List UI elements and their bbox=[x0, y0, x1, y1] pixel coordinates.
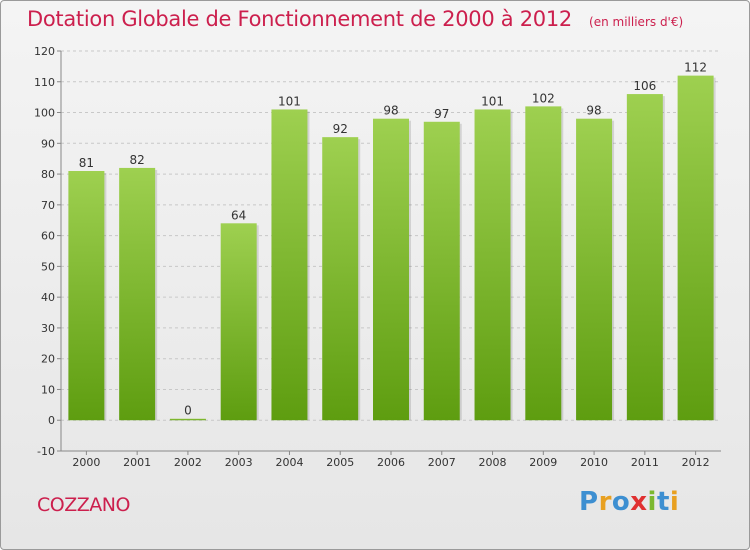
bar bbox=[220, 223, 257, 421]
y-tick-label: 60 bbox=[41, 230, 55, 243]
y-tick-label: 40 bbox=[41, 291, 55, 304]
x-tick-label: 2003 bbox=[225, 456, 253, 469]
x-tick-label: 2008 bbox=[479, 456, 507, 469]
bar bbox=[271, 109, 308, 421]
y-tick-label: 50 bbox=[41, 260, 55, 273]
data-label: 0 bbox=[184, 404, 192, 418]
x-tick-label: 2011 bbox=[631, 456, 659, 469]
bar-shadow bbox=[307, 111, 310, 421]
x-tick-label: 2001 bbox=[123, 456, 151, 469]
x-tick-label: 2012 bbox=[682, 456, 710, 469]
bar-shadow bbox=[510, 111, 513, 421]
bar-shadow bbox=[409, 120, 411, 421]
logo-letter: P bbox=[579, 487, 599, 517]
data-label: 102 bbox=[532, 91, 555, 105]
x-tick-label: 2000 bbox=[72, 456, 100, 469]
y-tick-label: 70 bbox=[41, 199, 55, 212]
logo-letter: i bbox=[647, 487, 657, 517]
data-label: 112 bbox=[684, 61, 707, 75]
bar bbox=[373, 118, 409, 421]
y-tick-label: 80 bbox=[41, 168, 55, 181]
logo-letter: o bbox=[611, 487, 631, 517]
bar bbox=[322, 137, 359, 421]
y-tick-label: 30 bbox=[41, 322, 55, 335]
x-tick-label: 2007 bbox=[428, 456, 456, 469]
chart-title: Dotation Globale de Fonctionnement de 20… bbox=[27, 7, 572, 31]
data-label: 92 bbox=[333, 122, 348, 136]
chart-subtitle: (en milliers d'€) bbox=[589, 15, 684, 29]
data-label: 82 bbox=[130, 153, 145, 167]
bar bbox=[626, 94, 663, 421]
axes bbox=[57, 50, 721, 455]
logo-letter: t bbox=[656, 487, 670, 517]
x-tick-label: 2010 bbox=[580, 456, 608, 469]
data-label: 106 bbox=[633, 79, 656, 93]
x-tick-label: 2004 bbox=[275, 456, 303, 469]
bars bbox=[68, 75, 716, 421]
bar-shadow bbox=[612, 120, 615, 421]
commune-name: COZZANO bbox=[37, 494, 130, 516]
bar bbox=[169, 418, 206, 421]
y-tick-label: 20 bbox=[41, 353, 55, 366]
bar bbox=[119, 167, 156, 421]
data-label: 97 bbox=[434, 107, 449, 121]
y-tick-label: -10 bbox=[37, 445, 55, 458]
y-tick-label: 90 bbox=[41, 137, 55, 150]
bar bbox=[423, 121, 460, 421]
bar-shadow bbox=[459, 123, 462, 421]
bar bbox=[525, 106, 562, 421]
proxiti-logo[interactable]: Proxiti bbox=[579, 487, 679, 517]
bar-shadow bbox=[358, 139, 361, 421]
bar-shadow bbox=[713, 77, 716, 421]
bar bbox=[677, 75, 714, 421]
y-tick-label: 100 bbox=[34, 107, 55, 120]
data-label: 98 bbox=[383, 104, 398, 118]
y-tick-label: 120 bbox=[34, 45, 55, 58]
bar-shadow bbox=[662, 96, 665, 421]
bar bbox=[474, 109, 511, 421]
x-tick-label: 2006 bbox=[377, 456, 405, 469]
bar bbox=[68, 171, 105, 421]
logo-letter: i bbox=[669, 487, 680, 517]
x-tick-label: 2009 bbox=[529, 456, 557, 469]
title-block: Dotation Globale de Fonctionnement de 20… bbox=[27, 7, 683, 31]
x-tick-label: 2002 bbox=[174, 456, 202, 469]
data-label: 101 bbox=[481, 94, 504, 108]
logo-letter: x bbox=[630, 487, 648, 517]
bar-shadow bbox=[256, 225, 259, 421]
data-label: 98 bbox=[586, 104, 601, 118]
data-label: 101 bbox=[278, 94, 301, 108]
bar-shadow bbox=[561, 108, 564, 421]
logo-letter: r bbox=[598, 487, 612, 517]
bar bbox=[576, 118, 613, 421]
data-label: 64 bbox=[231, 208, 246, 222]
x-tick-label: 2005 bbox=[326, 456, 354, 469]
y-tick-label: 110 bbox=[34, 76, 55, 89]
y-tick-label: 10 bbox=[41, 383, 55, 396]
bar-shadow bbox=[155, 169, 158, 421]
data-label: 81 bbox=[79, 156, 94, 170]
bar-shadow bbox=[104, 173, 107, 421]
data-labels: 81 82 0 64 101 92 98 97 101 102 98 106 112 bbox=[79, 61, 707, 418]
y-tick-label: 0 bbox=[48, 414, 55, 427]
